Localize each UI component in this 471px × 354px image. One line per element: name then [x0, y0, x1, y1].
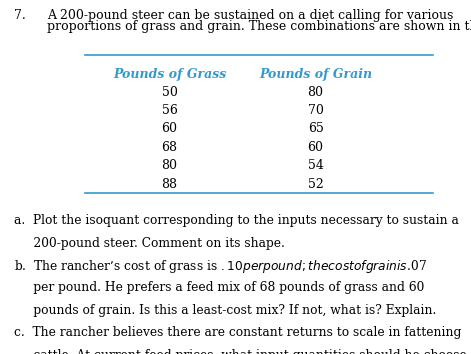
- Text: 200-pound steer. Comment on its shape.: 200-pound steer. Comment on its shape.: [14, 237, 285, 250]
- Text: 60: 60: [308, 141, 324, 154]
- Text: 52: 52: [308, 178, 324, 191]
- Text: 68: 68: [162, 141, 178, 154]
- Text: 88: 88: [162, 178, 178, 191]
- Text: per pound. He prefers a feed mix of 68 pounds of grass and 60: per pound. He prefers a feed mix of 68 p…: [14, 281, 424, 295]
- Text: c.  The rancher believes there are constant returns to scale in fattening: c. The rancher believes there are consta…: [14, 326, 462, 339]
- Text: A 200-pound steer can be sustained on a diet calling for various: A 200-pound steer can be sustained on a …: [47, 9, 454, 22]
- Text: Pounds of Grass: Pounds of Grass: [113, 68, 226, 81]
- Text: Pounds of Grain: Pounds of Grain: [259, 68, 372, 81]
- Text: 56: 56: [162, 104, 178, 117]
- Text: 70: 70: [308, 104, 324, 117]
- Text: b.  The rancher’s cost of grass is $.10 per pound; the cost of grain is $.07: b. The rancher’s cost of grass is $.10 p…: [14, 258, 427, 275]
- Text: 50: 50: [162, 86, 178, 99]
- Text: 54: 54: [308, 159, 324, 172]
- Text: 80: 80: [308, 86, 324, 99]
- Text: 80: 80: [162, 159, 178, 172]
- Text: a.  Plot the isoquant corresponding to the inputs necessary to sustain a: a. Plot the isoquant corresponding to th…: [14, 214, 459, 227]
- Text: proportions of grass and grain. These combinations are shown in the table.: proportions of grass and grain. These co…: [47, 20, 471, 33]
- Text: cattle. At current feed prices, what input quantities should he choose: cattle. At current feed prices, what inp…: [14, 349, 467, 354]
- Text: 7.: 7.: [14, 9, 26, 22]
- Text: pounds of grain. Is this a least-cost mix? If not, what is? Explain.: pounds of grain. Is this a least-cost mi…: [14, 304, 437, 318]
- Text: 65: 65: [308, 122, 324, 136]
- Text: 60: 60: [162, 122, 178, 136]
